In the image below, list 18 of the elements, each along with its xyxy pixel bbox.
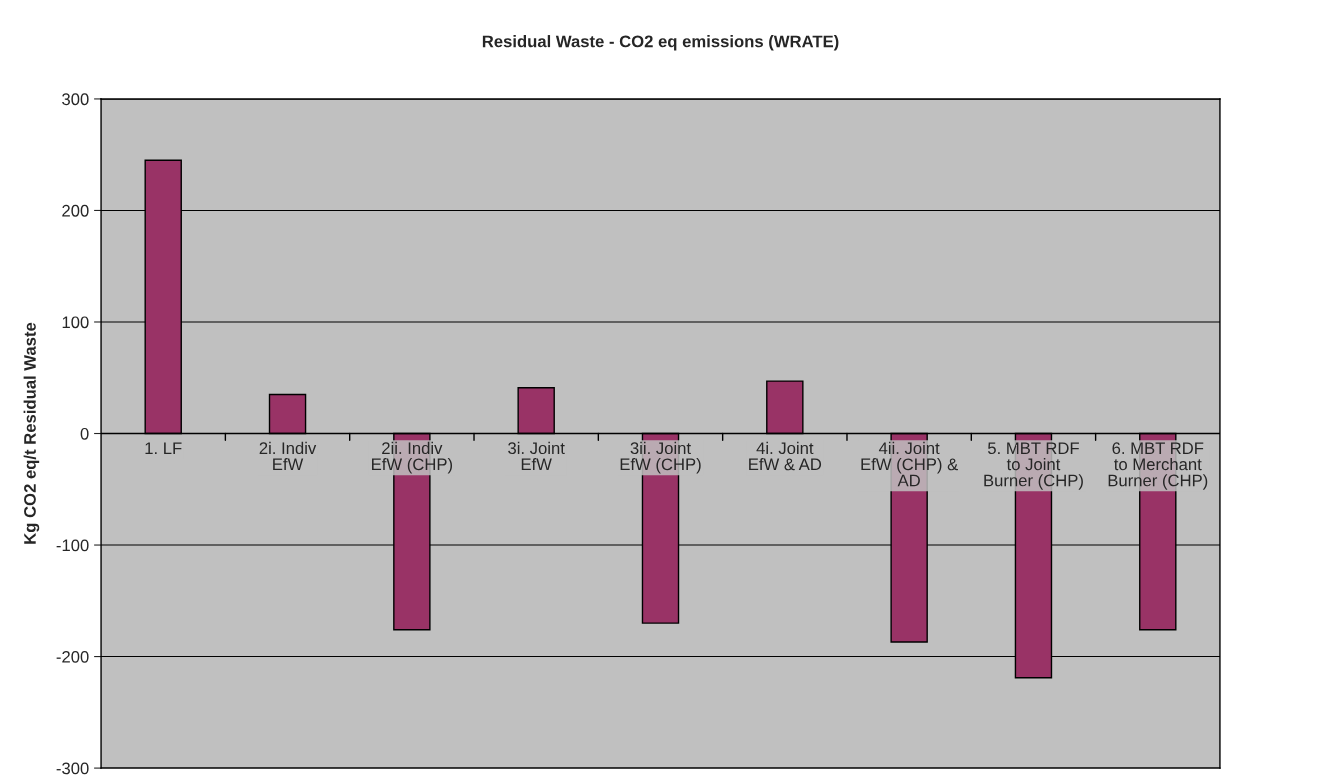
y-tick-label: -200 (56, 650, 89, 663)
y-axis-title: Kg CO2 eq/t Residual Waste (23, 322, 40, 544)
y-tick-label: -300 (56, 762, 89, 775)
chart-title: Residual Waste - CO2 eq emissions (WRATE) (482, 35, 839, 51)
x-tick-label: 3ii. Joint EfW (CHP) (620, 441, 701, 474)
y-tick-label: 200 (62, 204, 89, 217)
x-tick-label: 6. MBT RDF to Merchant Burner (CHP) (1108, 442, 1208, 490)
y-tick-label: -100 (56, 539, 89, 552)
x-tick-label: 3i. Joint EfW (508, 441, 565, 471)
y-tick-label: 0 (80, 427, 89, 440)
x-tick-label: 1. LF (145, 442, 182, 454)
y-tick-label: 300 (62, 93, 89, 106)
x-tick-label: 4ii. Joint EfW (CHP) & AD (861, 441, 958, 487)
x-tick-label: 5. MBT RDF to Joint Burner (CHP) (984, 442, 1083, 490)
x-tick-label: 2ii. Indiv EfW (CHP) (372, 441, 453, 474)
y-tick-label: 100 (62, 316, 89, 329)
x-tick-label: 4i. Joint EfW & AD (749, 441, 822, 471)
x-tick-label: 2i. Indiv EfW (259, 441, 317, 471)
